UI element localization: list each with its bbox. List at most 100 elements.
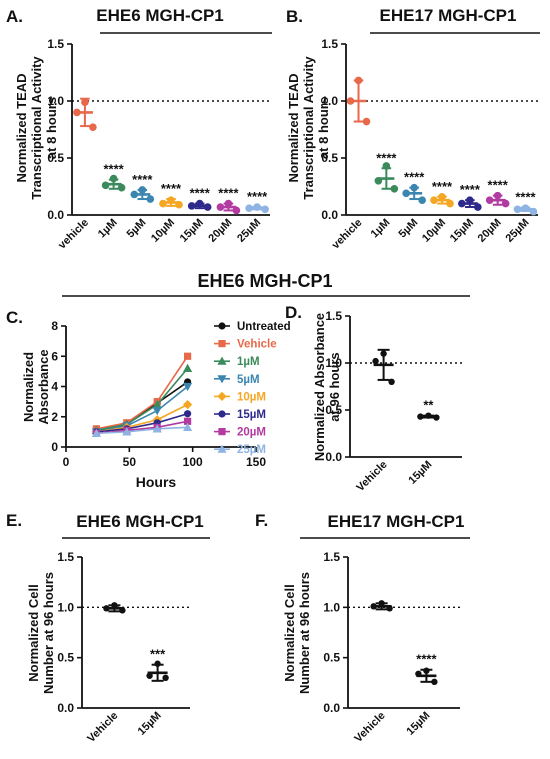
panel-D: D. Normalized Absorbance at 96 hours 0.0 0.5…: [285, 303, 462, 494]
data-point: [346, 97, 355, 105]
line-marker: [152, 400, 162, 409]
line-marker: [183, 363, 193, 372]
line-marker: [217, 356, 227, 365]
data-point: [117, 183, 126, 192]
y-tick-label: 0.5: [321, 151, 338, 165]
series-line: [96, 412, 188, 433]
data-point: [195, 199, 204, 208]
data-point: [425, 412, 432, 419]
significance-label: ****: [132, 172, 153, 187]
data-point: [146, 672, 153, 679]
data-point: [388, 378, 395, 385]
x-tick-label: 20µM: [206, 217, 234, 245]
data-point: [216, 203, 225, 211]
data-point: [418, 196, 426, 204]
data-point: [261, 205, 269, 214]
y-axis-label: Normalized Cell: [26, 584, 41, 682]
y-tick-label: 4: [51, 380, 58, 394]
y-tick-label: 0.0: [57, 701, 74, 715]
data-point: [73, 108, 81, 117]
data-point: [175, 200, 183, 209]
series-25µM: [91, 422, 193, 437]
panel-letter: D.: [285, 303, 302, 322]
y-tick-label: 8: [51, 319, 58, 333]
data-point: [354, 76, 363, 85]
panel-letter: C.: [6, 308, 23, 327]
data-point: [232, 206, 241, 215]
panel-A: A. EHE6 MGH-CP1 Normalized TEAD Transcripti…: [6, 6, 272, 252]
significance-label: ****: [376, 150, 397, 165]
data-point: [130, 190, 139, 199]
legend-item: 25µM: [214, 444, 266, 456]
legend-item: 1µM: [214, 356, 260, 368]
group-Vehicle: Vehicle: [352, 600, 393, 745]
line-marker: [183, 400, 193, 410]
data-point: [382, 162, 391, 170]
x-tick-label: Vehicle: [352, 710, 387, 745]
group-1µM: **** 1µM: [96, 162, 126, 241]
data-point: [402, 189, 410, 198]
x-tick-label: 50: [123, 455, 137, 469]
panel-letter: F.: [255, 511, 268, 530]
legend-label: Untreated: [237, 321, 291, 333]
group-1µM: **** 1µM: [369, 150, 399, 240]
group-15µM: ** 15µM: [406, 398, 440, 487]
x-tick-label: 25µM: [235, 217, 263, 245]
legend-label: 25µM: [237, 444, 266, 456]
x-tick-label: 1µM: [96, 217, 120, 241]
panel-letter: B.: [286, 7, 303, 26]
y-tick-label: 1.0: [47, 94, 64, 108]
y-axis-label: Number at 96 hours: [41, 572, 56, 694]
data-point: [224, 199, 233, 208]
y-axis-label: Normalized: [21, 352, 36, 422]
panel-title: EHE17 MGH-CP1: [380, 6, 517, 25]
line-marker: [218, 428, 226, 436]
data-point: [109, 174, 118, 183]
data-point: [187, 202, 196, 210]
data-point: [415, 670, 422, 677]
significance-label: ****: [515, 190, 536, 205]
significance-label: ***: [150, 647, 166, 662]
legend-item: 15µM: [214, 409, 266, 421]
line-marker: [183, 422, 193, 431]
y-axis-label: Transcriptional Activity: [29, 56, 44, 200]
y-tick-label: 0.0: [47, 208, 64, 222]
x-tick-label: 5µM: [125, 217, 149, 241]
y-tick-label: 1.0: [323, 600, 340, 614]
panel-E: E. EHE6 MGH-CP1 Normalized Cell Number at 9…: [6, 511, 210, 745]
group-25µM: **** 25µM: [503, 190, 538, 245]
significance-label: ****: [416, 652, 437, 667]
line-marker: [122, 427, 132, 436]
data-point: [485, 196, 494, 204]
data-point: [493, 191, 502, 200]
data-point: [521, 204, 530, 212]
y-tick-label: 1.0: [325, 356, 342, 370]
line-marker: [184, 410, 192, 418]
group-15µM: **** 15µM: [404, 652, 438, 738]
line-marker: [218, 410, 226, 418]
panel-title: EHE6 MGH-CP1: [96, 6, 224, 25]
significance-label: ****: [488, 178, 509, 193]
group-Vehicle: Vehicle: [354, 348, 395, 494]
y-tick-label: 0.0: [323, 701, 340, 715]
legend-item: Vehicle: [214, 339, 277, 351]
y-tick-label: 1.0: [57, 600, 74, 614]
data-point: [431, 678, 438, 686]
group-15µM: *** 15µM: [136, 647, 169, 738]
y-axis-label: at 8 hours: [316, 97, 331, 159]
data-point: [438, 192, 446, 201]
group-5µM: **** 5µM: [125, 172, 155, 241]
line-marker: [218, 340, 226, 348]
x-tick-label: 15µM: [136, 710, 164, 738]
line-marker: [184, 417, 192, 425]
data-point: [410, 183, 418, 192]
data-point: [154, 660, 161, 667]
x-tick-label: 10µM: [420, 217, 448, 245]
data-point: [167, 196, 175, 204]
significance-label: ****: [190, 186, 211, 201]
y-axis-label: Number at 96 hours: [297, 572, 312, 694]
legend-label: 15µM: [237, 409, 266, 421]
significance-label: ****: [161, 181, 182, 196]
x-tick-label: Vehicle: [354, 459, 389, 494]
line-marker: [152, 424, 162, 433]
